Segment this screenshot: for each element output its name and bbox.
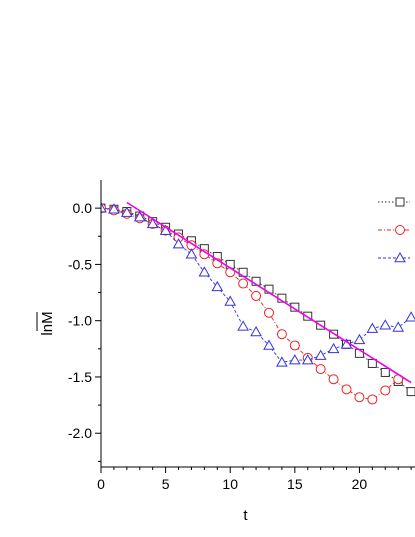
data-point <box>314 349 327 360</box>
x-tick-label: 15 <box>287 476 303 492</box>
data-point <box>379 319 392 330</box>
data-point <box>120 206 133 217</box>
data-point <box>354 392 365 403</box>
data-point <box>341 384 352 395</box>
x-tick-label: 20 <box>352 476 368 492</box>
y-tick-label: 0.0 <box>73 200 93 216</box>
series-1 <box>101 203 404 405</box>
y-ticks: 0.0 -0.5 -1.0 -1.5 -2.0 <box>68 200 101 462</box>
data-point <box>101 202 107 213</box>
legend-marker <box>394 251 406 263</box>
x-tick-label: 0 <box>97 476 105 492</box>
data-point <box>108 203 120 214</box>
data-point <box>328 374 339 385</box>
series-3 <box>126 201 412 384</box>
data-point <box>392 321 405 332</box>
data-point <box>198 266 211 277</box>
data-point <box>146 217 159 229</box>
series-line <box>101 207 399 400</box>
data-point <box>315 364 326 375</box>
legend-entry <box>378 197 410 207</box>
data-point <box>276 329 287 340</box>
y-tick-label: -0.5 <box>68 256 92 272</box>
data-point <box>301 354 314 365</box>
data-point <box>366 322 379 333</box>
data-point <box>211 280 224 292</box>
data-point <box>380 385 391 396</box>
legend-marker <box>395 197 405 207</box>
series-2 <box>101 202 415 367</box>
data-point <box>289 340 300 351</box>
data-point <box>263 339 275 350</box>
data-point <box>406 387 415 397</box>
data-point <box>327 342 340 354</box>
data-point <box>288 354 301 365</box>
y-tick-label: -1.5 <box>68 369 92 385</box>
x-ticks: 0 5 10 15 20 <box>97 467 412 492</box>
data-point <box>237 320 250 331</box>
data-point <box>405 311 415 322</box>
legend <box>378 197 410 263</box>
y-axis-title: lnM <box>39 311 56 335</box>
data-point <box>380 367 390 377</box>
x-tick-label: 5 <box>162 476 170 492</box>
legend-entry <box>378 225 410 235</box>
series-line <box>126 201 412 384</box>
data-point <box>238 278 249 289</box>
legend-marker <box>395 225 405 235</box>
data-point <box>172 238 185 249</box>
data-point <box>185 248 198 259</box>
data-point <box>251 290 262 301</box>
data-point <box>250 325 262 337</box>
data-point <box>367 394 378 405</box>
y-tick-label: -1.0 <box>68 313 92 329</box>
x-tick-label: 10 <box>222 476 238 492</box>
y-tick-label: -2.0 <box>68 425 92 441</box>
data-point <box>353 333 366 345</box>
data-point <box>224 295 237 306</box>
x-axis-title: t <box>243 507 248 524</box>
series-layer <box>101 201 415 405</box>
data-point <box>133 211 146 222</box>
data-point <box>367 358 377 368</box>
data-point <box>263 307 274 318</box>
data-point <box>276 356 288 367</box>
legend-entry <box>378 251 410 263</box>
data-point <box>159 224 172 235</box>
